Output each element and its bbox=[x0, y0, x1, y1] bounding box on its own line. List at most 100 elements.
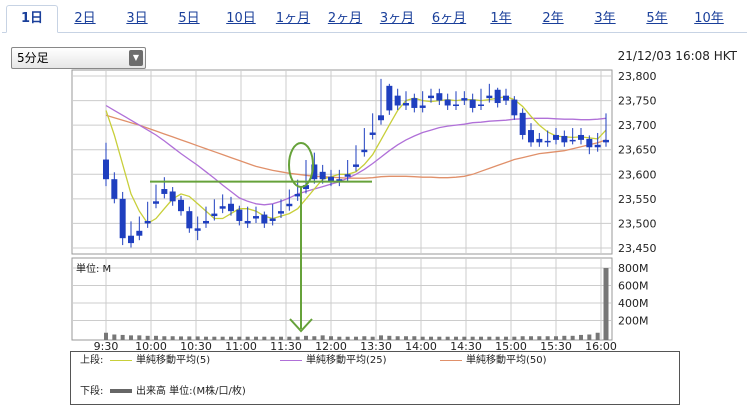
tab-3d[interactable]: 3日 bbox=[126, 11, 148, 26]
candle-body bbox=[428, 95, 434, 99]
tab-2m[interactable]: 2ヶ月 bbox=[327, 11, 363, 26]
tab-10y[interactable]: 10年 bbox=[694, 11, 724, 26]
price-tick-label: 23,800 bbox=[618, 70, 657, 83]
candle-body bbox=[569, 139, 576, 142]
tab-5y[interactable]: 5年 bbox=[646, 11, 668, 26]
volume-bar bbox=[545, 336, 550, 340]
candle-body bbox=[544, 140, 551, 143]
candle-body bbox=[436, 93, 443, 101]
candle-body bbox=[219, 206, 226, 209]
candle-body bbox=[594, 144, 601, 148]
tab-1y[interactable]: 1年 bbox=[490, 11, 512, 26]
x-tick-label: 11:00 bbox=[225, 340, 257, 350]
volume-bar bbox=[379, 335, 383, 340]
volume-bar bbox=[120, 334, 125, 340]
candle-body bbox=[469, 99, 476, 108]
candle-body bbox=[561, 135, 568, 143]
tab-10d[interactable]: 10日 bbox=[226, 11, 256, 26]
volume-bar bbox=[537, 336, 542, 340]
volume-tick-label: 400M bbox=[618, 297, 649, 310]
volume-bar bbox=[279, 336, 283, 340]
candle-body bbox=[369, 132, 376, 135]
volume-bar bbox=[104, 332, 108, 340]
tab-3m[interactable]: 3ヶ月 bbox=[379, 11, 415, 26]
volume-bar bbox=[129, 335, 133, 340]
volume-bar bbox=[603, 268, 609, 340]
volume-bar bbox=[295, 336, 300, 340]
volume-bar bbox=[170, 336, 175, 340]
candle-body bbox=[444, 99, 451, 106]
ma25-swatch bbox=[280, 359, 302, 361]
tab-6m[interactable]: 6ヶ月 bbox=[431, 11, 467, 26]
volume-bar bbox=[579, 334, 583, 340]
candle-body bbox=[578, 134, 584, 140]
candle-body bbox=[386, 85, 393, 111]
volume-bar bbox=[387, 335, 392, 340]
candle-body bbox=[294, 193, 301, 197]
x-tick-label: 14:00 bbox=[405, 340, 437, 350]
candle-body bbox=[161, 189, 168, 194]
candle-body bbox=[328, 176, 334, 182]
candle-body bbox=[394, 95, 401, 106]
candle-body bbox=[336, 179, 343, 182]
volume-bar bbox=[595, 332, 600, 340]
ma5-swatch bbox=[110, 359, 132, 361]
volume-bar bbox=[220, 336, 225, 340]
price-chart: 23,450 23,500 23,550 23,600 23,650 23,700 23,7… bbox=[71, 69, 657, 350]
tab-2y[interactable]: 2年 bbox=[542, 11, 564, 26]
legend-lower-label: 下段: bbox=[80, 386, 104, 397]
candle-body bbox=[378, 115, 384, 121]
candle-body bbox=[353, 164, 359, 167]
volume-bar bbox=[437, 336, 442, 340]
volume-bar bbox=[229, 336, 233, 340]
volume-bar bbox=[362, 336, 367, 340]
volume-bar bbox=[112, 334, 117, 340]
volume-bar bbox=[445, 336, 450, 340]
period-select[interactable]: 5分足 ▼ bbox=[11, 47, 146, 69]
volume-bar bbox=[520, 336, 525, 340]
tab-1m[interactable]: 1ヶ月 bbox=[275, 11, 311, 26]
tab-1d[interactable]: 1日 bbox=[6, 5, 58, 33]
price-tick-label: 23,650 bbox=[618, 144, 657, 157]
volume-bar bbox=[237, 336, 242, 340]
candle-body bbox=[453, 104, 459, 107]
volume-bar bbox=[462, 336, 467, 340]
volume-bar bbox=[420, 336, 425, 340]
volume-bar bbox=[312, 336, 317, 340]
candle-body bbox=[236, 209, 243, 221]
x-tick-label: 9:30 bbox=[94, 340, 119, 350]
price-panel-frame bbox=[71, 69, 613, 255]
x-tick-label: 14:30 bbox=[450, 340, 482, 350]
ma50-swatch bbox=[440, 359, 462, 361]
candle-body bbox=[228, 203, 234, 212]
tab-2d[interactable]: 2日 bbox=[74, 11, 96, 26]
candle-body bbox=[194, 228, 201, 231]
volume-bar bbox=[204, 336, 208, 340]
volume-bar bbox=[512, 336, 517, 340]
candle-body bbox=[603, 139, 609, 143]
volume-swatch bbox=[110, 389, 132, 393]
chart-legend: 上段: 単純移動平均(5) 単純移動平均(25) 単純移動平均(50) 下段: … bbox=[70, 351, 680, 405]
volume-bar bbox=[487, 336, 492, 340]
candle-body bbox=[403, 103, 409, 106]
legend-ma5: 単純移動平均(5) bbox=[110, 354, 210, 368]
volume-bar bbox=[337, 336, 342, 340]
triangle-down-icon[interactable]: ▼ bbox=[129, 50, 143, 66]
candle-body bbox=[119, 198, 126, 239]
volume-bar bbox=[529, 336, 533, 340]
candle-body bbox=[103, 159, 109, 180]
legend-volume-label: 出来高 単位:(M株/口/枚) bbox=[136, 386, 246, 397]
candle-body bbox=[311, 164, 318, 180]
candle-body bbox=[111, 179, 118, 199]
period-select-value: 5分足 bbox=[17, 51, 49, 65]
volume-bar bbox=[587, 334, 592, 340]
candle-body bbox=[478, 104, 484, 107]
candle-body bbox=[511, 99, 518, 116]
candle-body bbox=[419, 105, 426, 108]
candle-body bbox=[303, 185, 309, 190]
tab-5d[interactable]: 5日 bbox=[178, 11, 200, 26]
candle-body bbox=[244, 220, 251, 224]
tab-3y[interactable]: 3年 bbox=[594, 11, 616, 26]
volume-tick-label: 200M bbox=[618, 315, 649, 328]
candle-body bbox=[461, 98, 468, 101]
